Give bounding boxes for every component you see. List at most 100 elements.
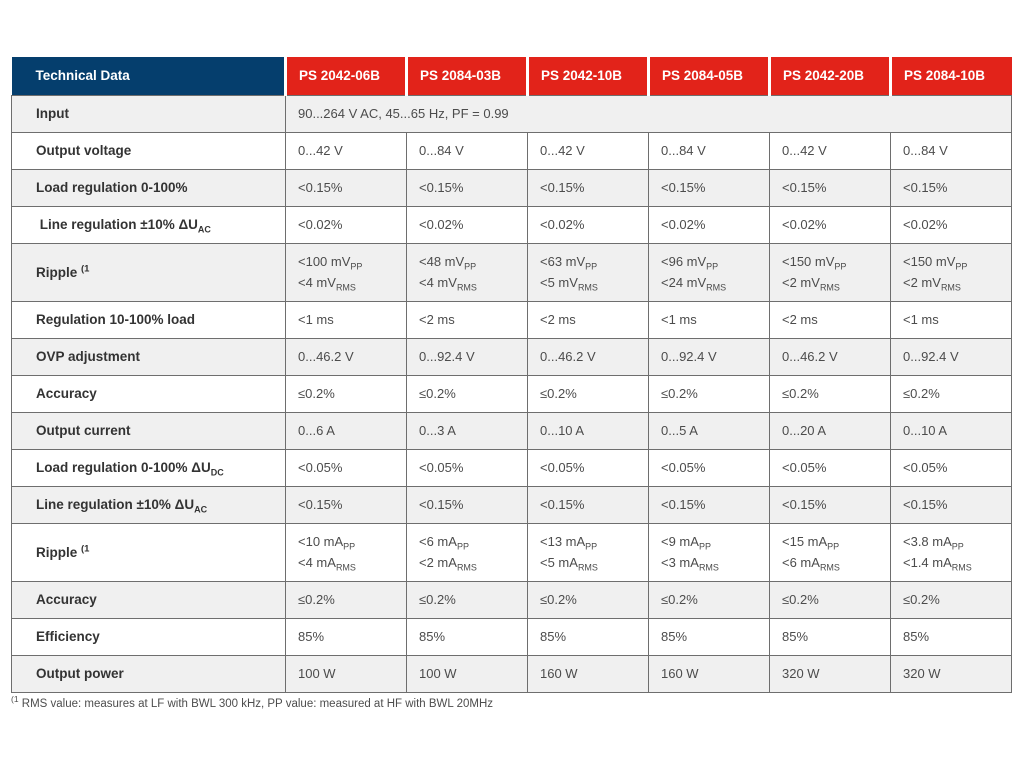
text-segment: <0.15% xyxy=(661,497,706,512)
text-segment: <13 mA xyxy=(540,534,586,549)
value-line: <0.15% xyxy=(782,177,884,198)
value-cell: 85% xyxy=(527,617,649,656)
subscript-text: PP xyxy=(464,261,477,272)
value-line: 0...84 V xyxy=(419,140,521,161)
value-line: <0.05% xyxy=(419,457,521,478)
value-line: <0.15% xyxy=(419,494,521,515)
value-cell: 85% xyxy=(648,617,770,656)
text-segment: <2 mV xyxy=(903,275,941,290)
value-line: <10 mAPP xyxy=(298,531,400,552)
corner-header-technical-data: Technical Data xyxy=(11,57,287,95)
value-cell: 0...92.4 V xyxy=(406,337,528,376)
value-line: 85% xyxy=(661,626,763,647)
value-line: 320 W xyxy=(903,663,1005,684)
subscript-text: PP xyxy=(585,261,598,272)
text-segment: 85% xyxy=(540,629,567,644)
value-line: 0...10 A xyxy=(540,420,642,441)
table-row: Input 90...264 V AC, 45...65 Hz, PF = 0.9… xyxy=(11,94,1012,133)
text-segment: <63 mV xyxy=(540,254,586,269)
value-line: <1 ms xyxy=(903,309,1005,330)
text-segment: <0.15% xyxy=(540,180,585,195)
text-segment: Output voltage xyxy=(36,143,132,158)
text-segment: <0.05% xyxy=(540,460,585,475)
text-segment: <150 mV xyxy=(903,254,956,269)
text-segment: 0...42 V xyxy=(540,143,585,158)
spanned-value-cell: 90...264 V AC, 45...65 Hz, PF = 0.99 xyxy=(285,94,1012,133)
value-line: ≤0.2% xyxy=(661,383,763,404)
value-cell: <0.15% xyxy=(406,168,528,207)
table-row: Load regulation 0-100% ΔUDC <0.05% <0.05% <… xyxy=(11,448,1012,487)
value-line: <2 ms xyxy=(540,309,642,330)
value-line: <9 mAPP xyxy=(661,531,763,552)
value-cell: <100 mVPP <4 mVRMS xyxy=(285,242,407,302)
value-line: <0.02% xyxy=(782,214,884,235)
value-cell: 0...84 V xyxy=(890,131,1012,170)
text-segment: 0...42 V xyxy=(298,143,343,158)
footnote: (1 RMS value: measures at LF with BWL 30… xyxy=(11,695,493,710)
subscript-text: PP xyxy=(456,541,469,552)
value-line: <0.15% xyxy=(903,494,1005,515)
text-segment: <1 ms xyxy=(661,312,697,327)
text-segment: <0.05% xyxy=(903,460,948,475)
table-row: OVP adjustment 0...46.2 V 0...92.4 V 0...46… xyxy=(11,337,1012,376)
text-segment: <1.4 mA xyxy=(903,555,952,570)
text-segment: <2 ms xyxy=(782,312,818,327)
table-row: Output voltage 0...42 V 0...84 V 0...42 V 0.… xyxy=(11,131,1012,170)
value-line: 90...264 V AC, 45...65 Hz, PF = 0.99 xyxy=(298,103,1005,124)
subscript-text: RMS xyxy=(940,282,961,293)
value-cell: 85% xyxy=(769,617,891,656)
value-line: 100 W xyxy=(419,663,521,684)
text-segment: 100 W xyxy=(298,666,336,681)
text-segment: 0...10 A xyxy=(540,423,585,438)
text-segment: <5 mA xyxy=(540,555,578,570)
text-segment: 0...5 A xyxy=(661,423,698,438)
subscript-text: PP xyxy=(951,541,964,552)
text-segment: 85% xyxy=(298,629,325,644)
value-line: <2 ms xyxy=(782,309,884,330)
row-label: Regulation 10-100% load xyxy=(11,300,286,339)
text-segment: 0...10 A xyxy=(903,423,948,438)
table-row: Line regulation ±10% ΔUAC <0.02% <0.02% <0.… xyxy=(11,205,1012,244)
text-segment: 85% xyxy=(661,629,688,644)
value-cell: <0.15% xyxy=(527,168,649,207)
column-header-model: PS 2084-10B xyxy=(889,57,1012,95)
value-cell: 0...46.2 V xyxy=(769,337,891,376)
text-segment: ≤0.2% xyxy=(782,592,819,607)
column-header-model: PS 2042-10B xyxy=(526,57,650,95)
value-cell: 0...20 A xyxy=(769,411,891,450)
value-cell: <0.05% xyxy=(890,448,1012,487)
text-segment: <0.02% xyxy=(419,217,464,232)
value-cell: 0...10 A xyxy=(890,411,1012,450)
value-cell: 0...92.4 V xyxy=(890,337,1012,376)
value-cell: <0.02% xyxy=(406,205,528,244)
value-line: <1.4 mARMS xyxy=(903,552,1005,573)
text-segment: <6 mA xyxy=(419,534,457,549)
text-segment: 0...6 A xyxy=(298,423,335,438)
text-segment: ≤0.2% xyxy=(419,386,456,401)
value-cell: <0.15% xyxy=(648,168,770,207)
text-segment: <4 mV xyxy=(298,275,336,290)
text-segment: <0.02% xyxy=(540,217,585,232)
subscript-text: RMS xyxy=(706,282,727,293)
value-line: <0.05% xyxy=(661,457,763,478)
value-line: 85% xyxy=(419,626,521,647)
table-row: Ripple (1 <100 mVPP <4 mVRMS <48 mVPP <4 mVR… xyxy=(11,242,1012,302)
value-cell: <1 ms xyxy=(648,300,770,339)
text-segment: ≤0.2% xyxy=(661,592,698,607)
value-line: <5 mARMS xyxy=(540,552,642,573)
value-line: <5 mVRMS xyxy=(540,272,642,293)
text-segment: 85% xyxy=(782,629,809,644)
value-line: <2 mVRMS xyxy=(903,272,1005,293)
value-cell: <0.02% xyxy=(285,205,407,244)
text-segment: <0.15% xyxy=(540,497,585,512)
value-line: <1 ms xyxy=(661,309,763,330)
text-segment: 0...46.2 V xyxy=(298,349,354,364)
value-cell: 85% xyxy=(285,617,407,656)
value-line: <48 mVPP xyxy=(419,251,521,272)
text-segment: <96 mV xyxy=(661,254,707,269)
text-segment: <100 mV xyxy=(298,254,351,269)
value-cell: <0.02% xyxy=(527,205,649,244)
value-line: ≤0.2% xyxy=(298,383,400,404)
text-segment: 0...92.4 V xyxy=(661,349,717,364)
text-segment: 0...20 A xyxy=(782,423,827,438)
